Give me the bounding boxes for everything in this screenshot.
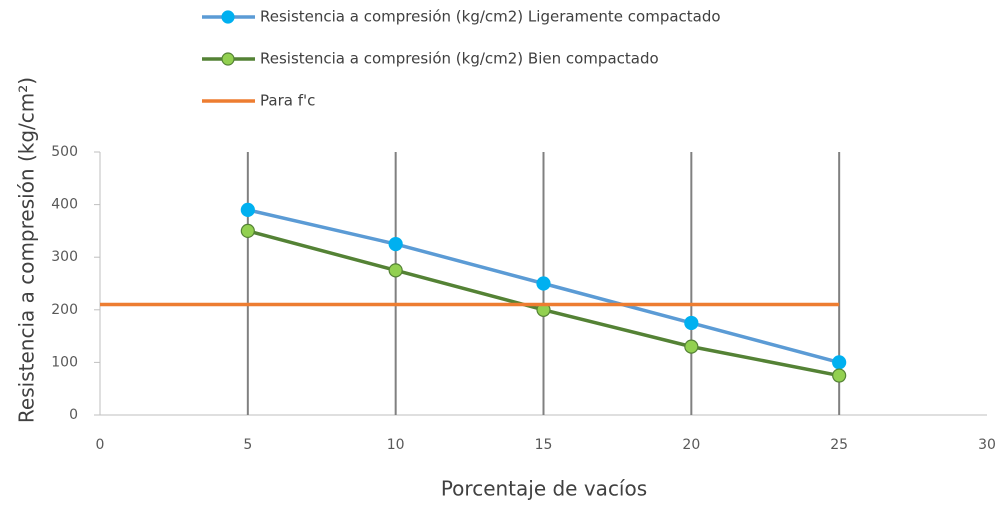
x-tick-label: 15 [535, 437, 553, 453]
x-axis-title: Porcentaje de vacíos [441, 477, 647, 501]
legend-label: Resistencia a compresión (kg/cm2) Bien c… [260, 50, 659, 68]
x-tick-label: 20 [682, 437, 700, 453]
marker [832, 355, 847, 370]
marker [684, 315, 699, 331]
y-tick-label: 200 [51, 302, 78, 318]
marker [536, 276, 551, 291]
y-tick-label: 0 [69, 407, 78, 423]
x-tick-label: 5 [243, 437, 252, 453]
y-axis-title: Resistencia a compresión (kg/cm²) [15, 77, 39, 423]
y-tick-label: 500 [51, 144, 78, 160]
y-tick-label: 100 [51, 354, 78, 370]
legend-label: Para f'c [260, 92, 315, 110]
legend-marker [221, 52, 235, 66]
y-tick-label: 400 [51, 197, 78, 213]
x-tick-label: 0 [96, 437, 105, 453]
legend-label: Resistencia a compresión (kg/cm2) Ligera… [260, 8, 721, 26]
legend-marker [221, 10, 235, 24]
y-tick-label: 300 [51, 249, 78, 265]
marker [388, 236, 403, 252]
marker [240, 202, 255, 217]
marker [832, 368, 847, 383]
marker [388, 263, 403, 278]
x-tick-label: 30 [978, 437, 996, 453]
x-tick-label: 10 [387, 437, 405, 453]
marker [684, 339, 699, 354]
x-tick-label: 25 [830, 437, 848, 453]
marker [240, 223, 255, 238]
